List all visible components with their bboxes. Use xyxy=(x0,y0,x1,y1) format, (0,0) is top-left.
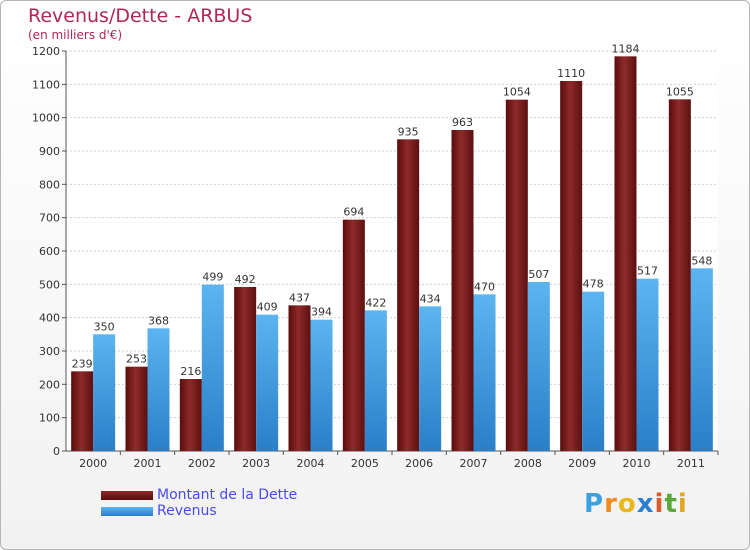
x-tick-label: 2001 xyxy=(134,457,162,470)
legend-swatch-revenue xyxy=(101,506,153,516)
data-label-revenue: 517 xyxy=(637,265,658,278)
bar-debt xyxy=(560,81,583,451)
bar-revenue xyxy=(582,291,605,451)
x-tick-label: 2011 xyxy=(677,457,705,470)
bar-debt xyxy=(451,130,474,451)
proxiti-logo: Proxiti xyxy=(584,489,688,519)
bar-debt xyxy=(125,366,148,451)
bar-revenue xyxy=(256,314,279,451)
data-label-debt: 253 xyxy=(126,353,147,366)
y-tick-label: 1000 xyxy=(32,112,60,125)
y-tick-label: 400 xyxy=(39,312,60,325)
data-label-debt: 492 xyxy=(235,273,256,286)
x-tick-label: 2008 xyxy=(514,457,542,470)
data-label-debt: 694 xyxy=(343,206,364,219)
data-label-revenue: 422 xyxy=(365,296,386,309)
legend: Montant de la Dette Revenus xyxy=(101,487,297,519)
y-tick-label: 100 xyxy=(39,412,60,425)
logo-letter: x xyxy=(636,489,655,519)
x-tick-label: 2000 xyxy=(79,457,107,470)
bar-debt xyxy=(614,56,637,451)
x-tick-label: 2009 xyxy=(568,457,596,470)
x-tick-label: 2007 xyxy=(460,457,488,470)
logo-letter: P xyxy=(584,489,605,519)
bar-debt xyxy=(179,379,202,451)
x-tick-label: 2003 xyxy=(242,457,270,470)
bar-debt xyxy=(71,371,94,451)
bar-revenue xyxy=(201,284,224,451)
x-tick-label: 2006 xyxy=(405,457,433,470)
data-label-revenue: 394 xyxy=(311,306,332,319)
logo-letter: i xyxy=(654,489,665,519)
x-tick-label: 2004 xyxy=(297,457,325,470)
y-tick-label: 200 xyxy=(39,378,60,391)
data-label-revenue: 368 xyxy=(148,314,169,327)
bar-revenue xyxy=(473,294,496,451)
bar-revenue xyxy=(93,334,116,451)
y-tick-label: 0 xyxy=(53,445,60,458)
chart-title: Revenus/Dette - ARBUS xyxy=(28,5,253,27)
bar-revenue xyxy=(527,282,550,451)
legend-swatch-debt xyxy=(101,490,153,500)
y-tick-label: 800 xyxy=(39,178,60,191)
data-label-revenue: 434 xyxy=(420,292,441,305)
x-tick-label: 2002 xyxy=(188,457,216,470)
y-tick-label: 1200 xyxy=(32,45,60,58)
data-label-revenue: 478 xyxy=(583,278,604,291)
bar-revenue xyxy=(690,268,713,451)
data-label-debt: 935 xyxy=(398,125,419,138)
data-label-revenue: 548 xyxy=(691,254,712,267)
data-label-debt: 1055 xyxy=(666,85,694,98)
data-label-revenue: 507 xyxy=(528,268,549,281)
data-label-revenue: 350 xyxy=(94,320,115,333)
data-label-debt: 963 xyxy=(452,116,473,129)
data-label-revenue: 409 xyxy=(257,301,278,314)
y-tick-label: 600 xyxy=(39,245,60,258)
logo-letter: r xyxy=(604,489,618,519)
logo-letter: o xyxy=(617,489,637,519)
x-tick-label: 2010 xyxy=(623,457,651,470)
y-tick-label: 900 xyxy=(39,145,60,158)
legend-item-revenue: Revenus xyxy=(101,503,297,519)
bar-revenue xyxy=(419,306,442,451)
bar-revenue xyxy=(147,328,170,451)
legend-item-debt: Montant de la Dette xyxy=(101,487,297,503)
data-label-debt: 1184 xyxy=(612,42,640,55)
legend-label-debt: Montant de la Dette xyxy=(157,487,298,503)
data-label-debt: 437 xyxy=(289,291,310,304)
bar-debt xyxy=(505,99,528,452)
bar-revenue xyxy=(364,310,387,451)
bar-debt xyxy=(342,219,365,451)
logo-letter: t xyxy=(664,489,678,519)
bar-debt xyxy=(397,139,420,452)
y-tick-label: 300 xyxy=(39,345,60,358)
data-label-revenue: 499 xyxy=(202,271,223,284)
data-label-debt: 1054 xyxy=(503,86,531,99)
logo-letter: i xyxy=(677,489,688,519)
chart-subtitle: (en milliers d'€) xyxy=(28,28,123,42)
bar-revenue xyxy=(636,278,659,451)
bar-debt xyxy=(288,305,311,451)
data-label-debt: 239 xyxy=(72,357,93,370)
bar-debt xyxy=(234,287,257,451)
data-label-debt: 1110 xyxy=(557,67,585,80)
data-label-revenue: 470 xyxy=(474,280,495,293)
y-tick-label: 500 xyxy=(39,278,60,291)
bar-debt xyxy=(668,99,691,451)
bar-revenue xyxy=(310,319,333,451)
data-label-debt: 216 xyxy=(180,365,201,378)
y-tick-label: 700 xyxy=(39,212,60,225)
y-tick-label: 1100 xyxy=(32,78,60,91)
x-tick-label: 2005 xyxy=(351,457,379,470)
legend-label-revenue: Revenus xyxy=(157,503,217,519)
